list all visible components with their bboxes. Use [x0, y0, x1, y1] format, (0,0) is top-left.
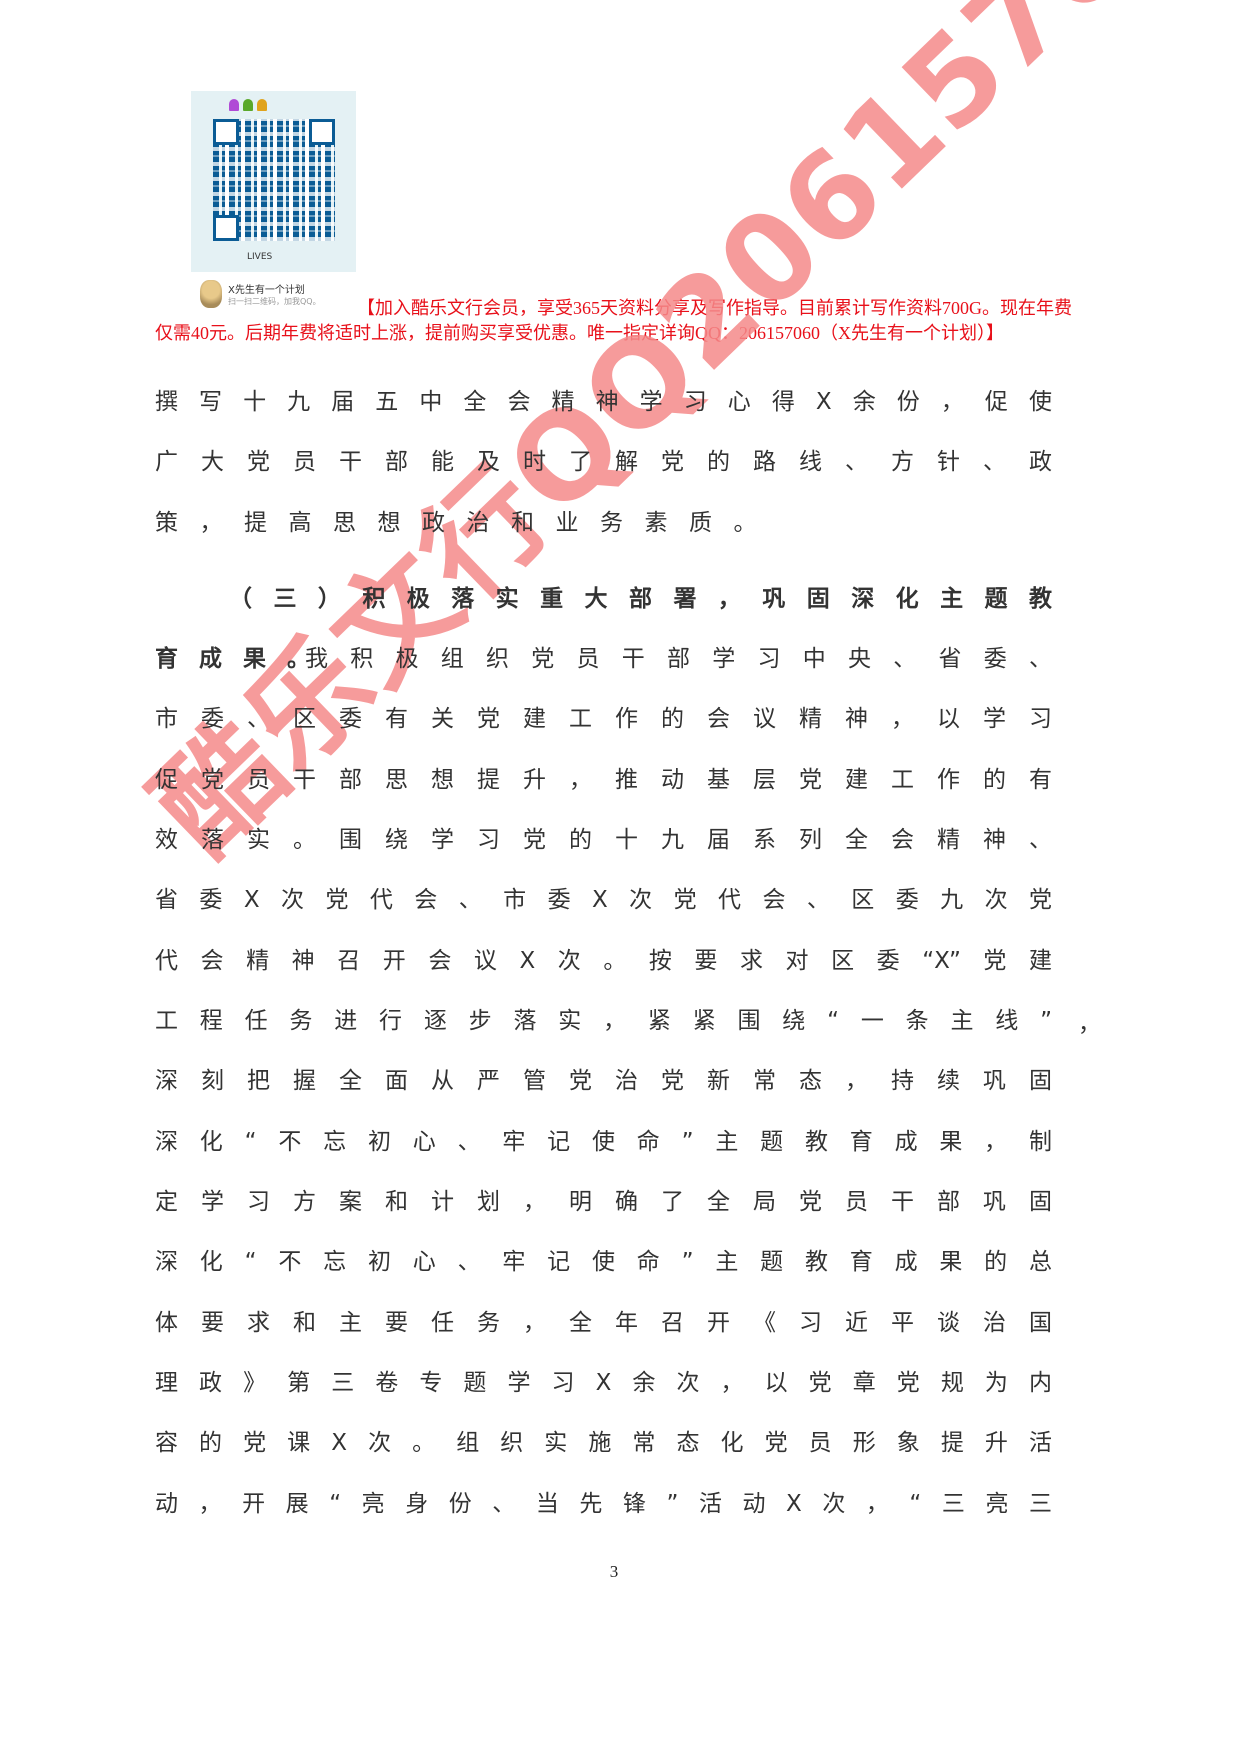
body-text: 我积极组织党员干部学习中央、省委、 [305, 646, 1052, 672]
body-line: 体要求和主要任务，全年召开《习近平谈治国 [155, 1310, 1052, 1336]
qr-finder [309, 119, 335, 145]
qr-author: X先生有一个计划 扫一扫二维码，加我QQ。 [200, 280, 321, 308]
body-line: 策，提高思想政治和业务素质。 [155, 510, 778, 536]
body-line: 定学习方案和计划，明确了全局党员干部巩固 [155, 1189, 1052, 1215]
membership-notice: 【加入酷乐文行会员，享受365天资料分享及写作指导。目前累计写作资料700G。现… [155, 298, 1072, 343]
section-heading: （三）积极落实重大部署，巩固深化主题教 [229, 586, 1052, 612]
qr-code-card: LIVES [191, 91, 356, 272]
body-line: 工程任务进行逐步落实，紧紧围绕“一条主线” [155, 1008, 1052, 1034]
body-line: 理政》第三卷专题学习X余次，以党章党规为内 [155, 1370, 1052, 1396]
body-line: 深化“不忘初心、牢记使命”主题教育成果的总 [155, 1249, 1052, 1275]
body-line: 促党员干部思想提升，推动基层党建工作的有 [155, 767, 1052, 793]
body-line: 育成果。 我积极组织党员干部学习中央、省委、 [155, 642, 1052, 676]
body-line: 容的党课X次。组织实施常态化党员形象提升活 [155, 1430, 1052, 1456]
avatar [200, 280, 222, 308]
body-line: 代会精神召开会议X次。按要求对区委“X”党建 [155, 948, 1052, 974]
body-line: 广大党员干部能及时了解党的路线、方针、政 [155, 449, 1052, 475]
body-line: 市委、区委有关党建工作的会议精神，以学习 [155, 706, 1052, 732]
ghost-icons [229, 99, 267, 111]
body-line: 深化“不忘初心、牢记使命”主题教育成果，制 [155, 1129, 1052, 1155]
qr-finder [213, 119, 239, 145]
qr-finder [213, 215, 239, 241]
body-line: 深刻把握全面从严管党治党新常态，持续巩固 [155, 1068, 1052, 1094]
page-number: 3 [609, 1562, 619, 1581]
author-sub: 扫一扫二维码，加我QQ。 [228, 297, 321, 306]
qr-lives-label: LIVES [247, 252, 273, 262]
body-line: 效落实。围绕学习党的十九届系列全会精神、 [155, 827, 1052, 853]
body-line: 动，开展“亮身份、当先锋”活动X次，“三亮三 [155, 1491, 1052, 1517]
section-heading-end: 育成果。 [155, 646, 331, 672]
body-line: 省委X次党代会、市委X次党代会、区委九次党 [155, 887, 1052, 913]
body-line: 撰写十九届五中全会精神学习心得X余份，促使 [155, 389, 1052, 415]
overflow-comma: ， [1078, 1011, 1101, 1037]
author-name: X先生有一个计划 [228, 285, 305, 296]
